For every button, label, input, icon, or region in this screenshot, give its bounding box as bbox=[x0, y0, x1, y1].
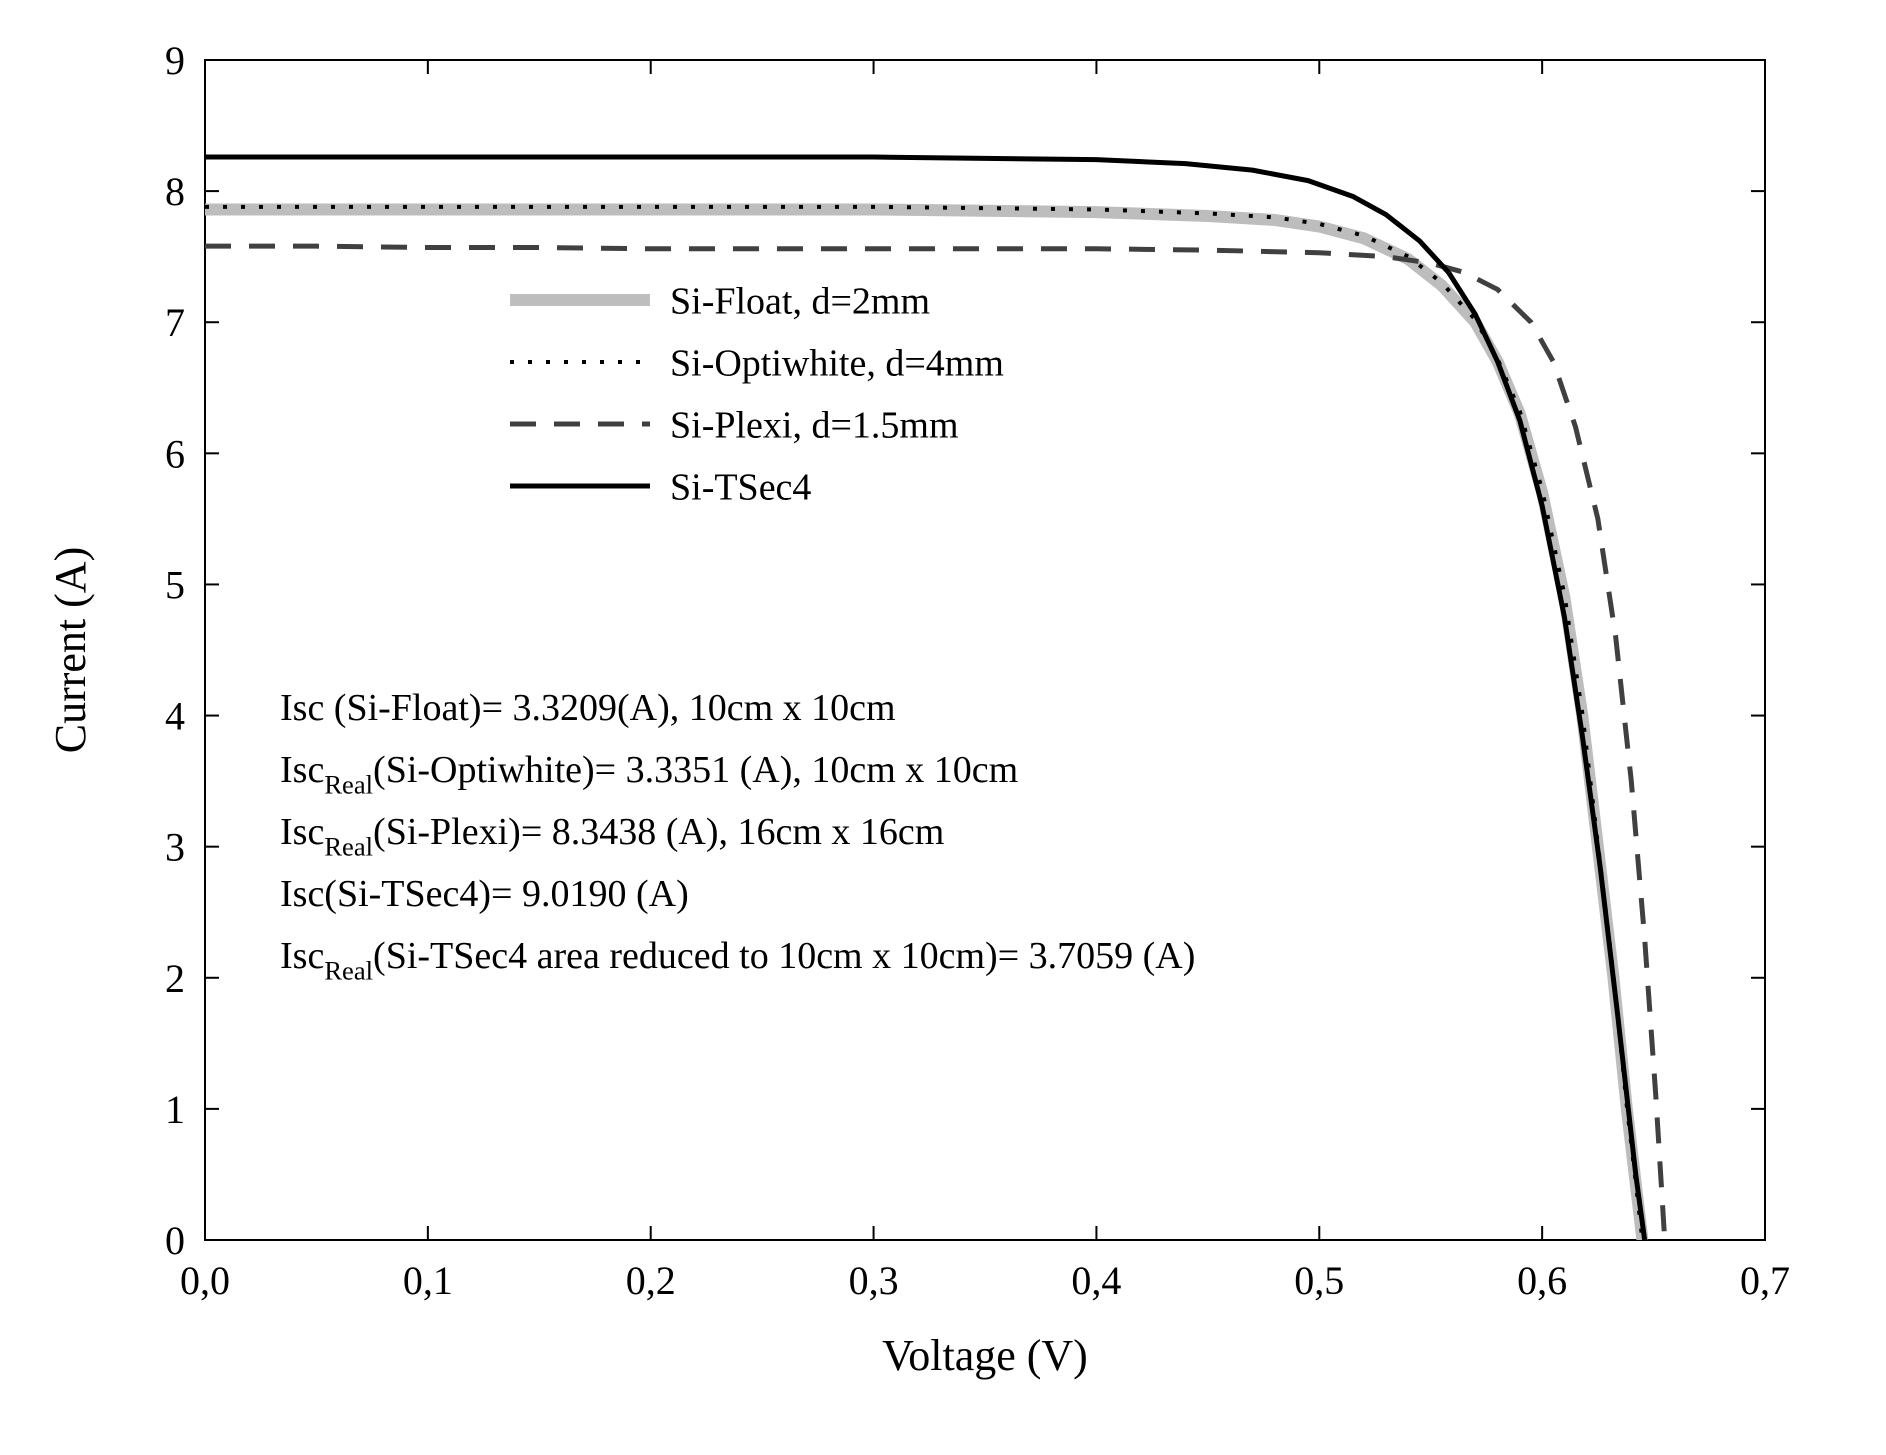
x-tick-label: 0,4 bbox=[1071, 1258, 1121, 1303]
x-tick-label: 0,3 bbox=[849, 1258, 899, 1303]
y-tick-label: 5 bbox=[165, 562, 185, 607]
page: 0,0 0,1 0,2 0,3 0,4 0,5 0,6 0,7 0 1 2 3 4 5 6 7 8 9 Voltag… bbox=[0, 0, 1886, 1455]
x-tick-label: 0,5 bbox=[1294, 1258, 1344, 1303]
y-tick-label: 6 bbox=[165, 431, 185, 476]
y-tick-label: 7 bbox=[165, 300, 185, 345]
y-tick-label: 4 bbox=[165, 694, 185, 739]
legend-label-si_float: Si-Float, d=2mm bbox=[670, 280, 930, 322]
chart-svg: 0,0 0,1 0,2 0,3 0,4 0,5 0,6 0,7 0 1 2 3 4 5 6 7 8 9 Voltag… bbox=[0, 0, 1886, 1455]
iv-curve-chart: 0,0 0,1 0,2 0,3 0,4 0,5 0,6 0,7 0 1 2 3 4 5 6 7 8 9 Voltag… bbox=[0, 0, 1886, 1455]
y-tick-label: 2 bbox=[165, 956, 185, 1001]
x-tick-label: 0,6 bbox=[1517, 1258, 1567, 1303]
x-tick-label: 0,7 bbox=[1740, 1258, 1790, 1303]
y-axis-label: Current (A) bbox=[46, 547, 95, 754]
y-tick-label: 1 bbox=[165, 1087, 185, 1132]
legend-label-si_tsec4: Si-TSec4 bbox=[670, 466, 811, 508]
y-tick-label: 3 bbox=[165, 825, 185, 870]
y-tick-label: 8 bbox=[165, 169, 185, 214]
x-tick-label: 0,1 bbox=[403, 1258, 453, 1303]
annotation-line-3: Isc(Si-TSec4)= 9.0190 (A) bbox=[280, 873, 689, 915]
legend-label-si_plexi: Si-Plexi, d=1.5mm bbox=[670, 404, 959, 446]
x-tick-label: 0,0 bbox=[180, 1258, 230, 1303]
x-tick-label: 0,2 bbox=[626, 1258, 676, 1303]
x-axis-label: Voltage (V) bbox=[882, 1331, 1088, 1380]
y-tick-label: 0 bbox=[165, 1218, 185, 1263]
y-tick-label: 9 bbox=[165, 38, 185, 83]
annotation-line-0: Isc (Si-Float)= 3.3209(A), 10cm x 10cm bbox=[280, 687, 896, 729]
legend-label-si_optiwhite: Si-Optiwhite, d=4mm bbox=[670, 342, 1004, 384]
